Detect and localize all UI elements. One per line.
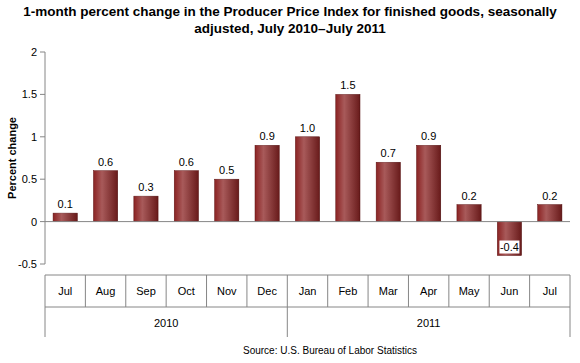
chart-svg: -0.5 0 0.5 1 1.5 2 Percent change 0.1 0.6 0.3 0.6 0… (0, 0, 580, 363)
y-tick (40, 221, 45, 222)
y-tick-label: 0 (31, 216, 37, 228)
bar-shade (417, 145, 441, 221)
bar-shade (538, 205, 562, 222)
data-label: 0.7 (381, 147, 396, 159)
data-label: 0.2 (461, 190, 476, 202)
x-tick-label: Apr (420, 285, 437, 297)
x-tick-label: Nov (217, 285, 237, 297)
bar-shade (53, 213, 77, 221)
bar (538, 205, 562, 222)
x-tick-label: Jan (299, 285, 317, 297)
x-tick-label: Sep (136, 285, 156, 297)
bars (53, 94, 562, 255)
category-separator (489, 275, 490, 307)
data-label: 0.3 (138, 181, 153, 193)
bar (215, 179, 239, 221)
category-separator (45, 275, 46, 337)
data-label: 0.6 (179, 156, 194, 168)
y-tick-label: 2 (31, 46, 37, 58)
x-tick-label: Feb (338, 285, 357, 297)
group-label: 2011 (417, 317, 441, 329)
category-separator (206, 275, 207, 307)
bar-shade (336, 94, 360, 221)
x-tick-label: Oct (178, 285, 195, 297)
bar (93, 171, 117, 222)
category-separator (408, 275, 409, 307)
x-tick-label: Aug (96, 285, 116, 297)
group-band-line (45, 307, 570, 308)
category-separator (125, 275, 126, 307)
bar-shade (497, 222, 521, 256)
bar (417, 145, 441, 221)
title: 1-month percent change in the Producer P… (4, 3, 576, 37)
category-separator (85, 275, 86, 307)
y-tick (40, 52, 45, 53)
label-bg (499, 241, 519, 254)
bar (295, 137, 319, 222)
data-label: 1.0 (300, 122, 315, 134)
y-tick (40, 94, 45, 95)
data-label: 0.9 (259, 130, 274, 142)
group-label: 2010 (154, 317, 178, 329)
y-tick-label: 0.5 (22, 173, 37, 185)
category-separator (448, 275, 449, 307)
data-label: 0.6 (98, 156, 113, 168)
bar (457, 205, 481, 222)
bar-shade (215, 179, 239, 221)
data-label: 0.9 (421, 130, 436, 142)
bar (134, 196, 158, 221)
y-tick (40, 136, 45, 137)
bar-shade (255, 145, 279, 221)
category-separator (570, 275, 571, 337)
y-axis-title: Percent change (6, 117, 18, 199)
data-label: 0.1 (58, 198, 73, 210)
category-band-line (45, 275, 570, 276)
bar-shade (174, 171, 198, 222)
category-separator (287, 275, 288, 337)
bar-shade (93, 171, 117, 222)
x-tick-label: Jul (58, 285, 72, 297)
y-axis-line (45, 52, 46, 264)
chart-root: 1-month percent change in the Producer P… (0, 0, 580, 363)
category-separator (246, 275, 247, 307)
data-label: 1.5 (340, 79, 355, 91)
x-tick-label: May (459, 285, 480, 297)
category-separator (529, 275, 530, 307)
bar (255, 145, 279, 221)
bar-shade (295, 137, 319, 222)
bar-shade (457, 205, 481, 222)
x-tick-label: Jul (543, 285, 557, 297)
data-label: 0.2 (542, 190, 557, 202)
category-separator (166, 275, 167, 307)
x-tick-label: Dec (257, 285, 277, 297)
y-tick-label: -0.5 (18, 258, 37, 270)
x-tick-label: Jun (501, 285, 519, 297)
bar-shade (376, 162, 400, 221)
bar (336, 94, 360, 221)
x-tick-label: Mar (379, 285, 398, 297)
y-tick-label: 1.5 (22, 88, 37, 100)
y-tick (40, 179, 45, 180)
category-separator (368, 275, 369, 307)
bar (376, 162, 400, 221)
y-tick-label: 1 (31, 131, 37, 143)
x-axis-line (45, 221, 570, 222)
bar (174, 171, 198, 222)
y-tick (40, 264, 45, 265)
bar-shade (134, 196, 158, 221)
source: Source: U.S. Bureau of Labor Statistics (243, 345, 417, 356)
data-label: -0.4 (500, 241, 519, 253)
bar (53, 213, 77, 221)
bar (497, 222, 521, 256)
data-label: 0.5 (219, 164, 234, 176)
category-separator (327, 275, 328, 307)
